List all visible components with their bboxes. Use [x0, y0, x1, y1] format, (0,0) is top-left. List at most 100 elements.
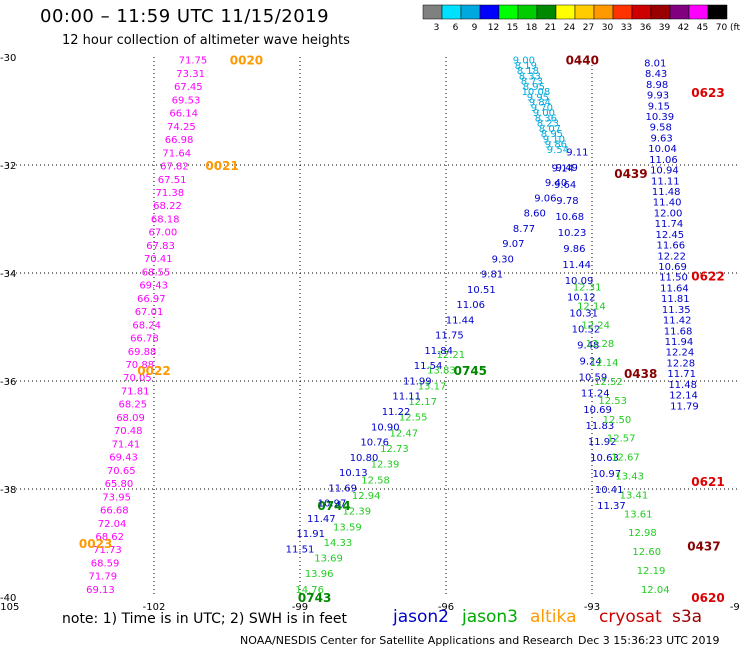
wave-height-value: 71.79: [88, 572, 117, 583]
legend-jason3: jason3: [462, 607, 518, 627]
x-tick-label: -90: [730, 602, 740, 613]
wave-height-value: 8.77: [513, 224, 535, 235]
y-tick-label: -38: [0, 485, 16, 496]
wave-height-value: 71.75: [179, 56, 208, 67]
wave-height-value: 11.68: [664, 326, 693, 337]
wave-height-value: 70.88: [125, 360, 154, 371]
wave-height-value: 10.39: [646, 112, 675, 123]
wave-height-value: 10.12: [567, 292, 596, 303]
credit-footer: NOAA/NESDIS Center for Satellite Applica…: [240, 634, 574, 647]
wave-height-value: 13.17: [418, 381, 447, 392]
wave-height-value: 10.76: [360, 438, 389, 449]
wave-height-value: 11.64: [660, 283, 689, 294]
wave-height-value: 9.93: [647, 91, 669, 102]
wave-height-value: 9.64: [554, 180, 576, 191]
colorbar-tick-label: 3: [434, 23, 440, 33]
wave-height-value: 66.97: [137, 294, 166, 305]
wave-height-value: 12.17: [408, 397, 437, 408]
wave-height-value: 8.43: [645, 69, 667, 80]
wave-height-value: 66.14: [169, 109, 198, 120]
wave-height-value: 13.69: [314, 554, 343, 565]
wave-height-value: 8.36: [535, 113, 557, 124]
wave-height-value: 9.14: [552, 164, 574, 175]
colorbar-tick-label: 45: [697, 23, 708, 33]
wave-height-value: 71.38: [155, 188, 184, 199]
wave-height-value: 70.65: [107, 466, 136, 477]
wave-height-value: 10.09: [565, 276, 594, 287]
colorbar-tick-label: 15: [507, 23, 518, 33]
pass-time-label: 0021: [205, 159, 238, 173]
colorbar-swatch: [422, 4, 443, 20]
wave-height-value: 69.13: [86, 585, 115, 596]
wave-height-value: 12.24: [581, 320, 610, 331]
wave-height-value: 9.00: [513, 56, 535, 67]
wave-height-value: 12.50: [603, 415, 632, 426]
colorbar-swatch: [688, 4, 709, 20]
colorbar-tick-label: 33: [621, 23, 632, 33]
wave-height-value: 9.24: [579, 357, 601, 368]
colorbar-tick-label: 12: [488, 23, 499, 33]
pass-time-label: 0743: [298, 591, 331, 605]
wave-height-value: 9.86: [563, 244, 585, 255]
wave-height-value: 12.14: [669, 391, 698, 402]
wave-height-value: 12.67: [611, 453, 640, 464]
wave-height-value: 12.73: [380, 444, 409, 455]
wave-height-value: 8.60: [524, 209, 546, 220]
colorbar-swatch: [479, 4, 500, 20]
pass-time-label: 0621: [691, 475, 724, 489]
wave-height-value: 12.04: [641, 585, 670, 596]
wave-height-value: 12.39: [371, 460, 400, 471]
wave-height-value: 74.25: [167, 122, 196, 133]
wave-height-value: 9.07: [502, 239, 524, 250]
wave-height-value: 9.70: [531, 103, 553, 114]
wave-height-value: 11.74: [655, 219, 684, 230]
wave-height-value: 12.24: [666, 348, 695, 359]
x-tick-label: -99: [292, 602, 308, 613]
pass-time-label: 0437: [687, 540, 720, 554]
wave-height-value: 11.99: [403, 376, 432, 387]
wave-height-value: 10.59: [579, 373, 608, 384]
colorbar-swatch: [612, 4, 633, 20]
wave-height-value: 9.58: [650, 123, 672, 134]
wave-height-value: 12.98: [628, 528, 657, 539]
wave-height-value: 65.80: [105, 479, 134, 490]
wave-height-value: 11.75: [435, 331, 464, 342]
wave-height-value: 9.81: [481, 270, 503, 281]
wave-height-value: 11.47: [307, 514, 336, 525]
wave-height-value: 11.06: [649, 155, 678, 166]
colorbar-tick-label: 18: [526, 23, 538, 33]
wave-height-value: 11.35: [662, 305, 691, 316]
wave-height-value: 11.51: [286, 544, 315, 555]
pass-time-label: 0623: [691, 86, 724, 100]
wave-height-value: 13.59: [333, 522, 362, 533]
wave-height-value: 11.48: [668, 380, 697, 391]
wave-height-value: 10.97: [593, 469, 622, 480]
wave-height-value: 10.97: [318, 499, 347, 510]
wave-height-value: 66.68: [100, 506, 129, 517]
colorbar-tick-label: 30: [602, 23, 614, 33]
wave-height-value: 9.78: [556, 196, 578, 207]
wave-height-value: 8.01: [644, 58, 666, 69]
wave-height-value: 11.06: [456, 300, 485, 311]
wave-height-value: 10.13: [339, 468, 368, 479]
wave-height-value: 10.94: [650, 166, 679, 177]
wave-height-value: 11.40: [653, 198, 682, 209]
wave-height-value: 8.98: [646, 80, 668, 91]
colorbar-swatch: [460, 4, 481, 20]
wave-height-value: 69.43: [139, 281, 168, 292]
wave-height-value: 12.60: [632, 547, 661, 558]
wave-height-value: 67.83: [146, 241, 175, 252]
wave-height-value: 68.22: [153, 201, 182, 212]
wave-height-value: 11.71: [667, 369, 696, 380]
pass-time-label: 0438: [624, 367, 657, 381]
colorbar-tick-label: 42: [678, 23, 689, 33]
wave-height-value: 71.41: [112, 439, 141, 450]
wave-height-value: 11.11: [392, 392, 421, 403]
colorbar-swatch: [536, 4, 557, 20]
pass-time-label: 0023: [79, 537, 112, 551]
colorbar-tick-label: 24: [564, 23, 576, 33]
wave-height-value: 8.33: [519, 71, 541, 82]
wave-height-value: 12.94: [352, 491, 381, 502]
wave-height-value: 12.58: [361, 475, 390, 486]
wave-height-value: 11.84: [424, 346, 453, 357]
